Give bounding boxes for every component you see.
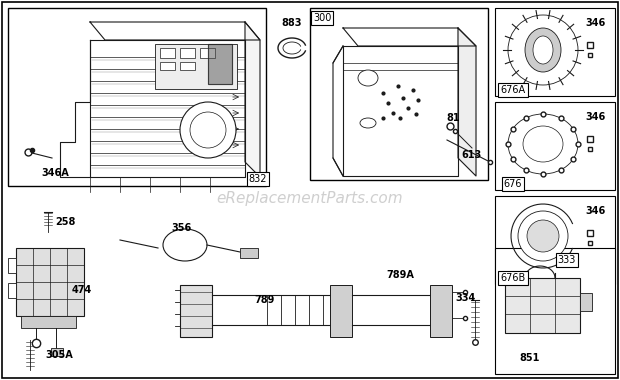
Polygon shape [90,22,260,40]
Bar [8,283,16,298]
Text: 346A: 346A [41,168,69,178]
Ellipse shape [518,211,568,261]
Bar [330,285,352,337]
Bar [495,8,615,96]
Text: 789: 789 [255,295,275,305]
Bar [16,248,84,316]
Ellipse shape [508,15,578,85]
Text: 356: 356 [172,223,192,233]
Polygon shape [343,46,458,176]
Text: eReplacementParts.com: eReplacementParts.com [216,190,404,206]
Text: 258: 258 [55,217,76,227]
Bar [8,258,16,273]
Bar [180,48,195,58]
Ellipse shape [533,36,553,64]
Text: 346: 346 [585,18,605,28]
Bar [51,348,63,356]
Text: 676: 676 [503,179,522,189]
Bar [580,293,592,311]
Text: 883: 883 [281,18,303,28]
Bar [430,285,452,337]
Bar [495,248,615,374]
Text: 334: 334 [456,293,476,303]
Text: 851: 851 [520,353,540,363]
Text: 676A: 676A [500,85,526,95]
Bar [155,44,237,89]
Bar [160,48,175,58]
Ellipse shape [527,220,559,252]
Polygon shape [208,44,232,84]
Bar [180,285,212,337]
Text: 81: 81 [446,113,460,123]
Polygon shape [343,28,476,46]
Bar [21,316,76,328]
Text: 789A: 789A [386,270,414,280]
Bar [495,102,615,190]
Ellipse shape [360,118,376,128]
Text: 305A: 305A [45,350,73,360]
Ellipse shape [358,70,378,86]
Text: 676B: 676B [500,273,526,283]
Ellipse shape [525,28,561,72]
Bar [8,8,266,186]
Text: 613: 613 [462,150,482,160]
Ellipse shape [190,112,226,148]
Bar [160,62,175,70]
Polygon shape [245,22,260,177]
Text: 346: 346 [585,112,605,122]
Bar [208,44,232,84]
Polygon shape [90,40,245,177]
Bar [180,62,195,70]
Polygon shape [458,28,476,176]
Bar [495,196,615,284]
Text: 300: 300 [313,13,331,23]
Bar [310,8,488,180]
Bar [200,48,215,58]
Ellipse shape [163,229,207,261]
Ellipse shape [508,114,578,174]
Text: 333: 333 [558,255,576,265]
Text: 832: 832 [249,174,267,184]
Bar [505,278,580,333]
Ellipse shape [523,126,563,162]
Text: 346: 346 [585,206,605,216]
Ellipse shape [180,102,236,158]
Bar [240,248,258,258]
Text: 474: 474 [72,285,92,295]
